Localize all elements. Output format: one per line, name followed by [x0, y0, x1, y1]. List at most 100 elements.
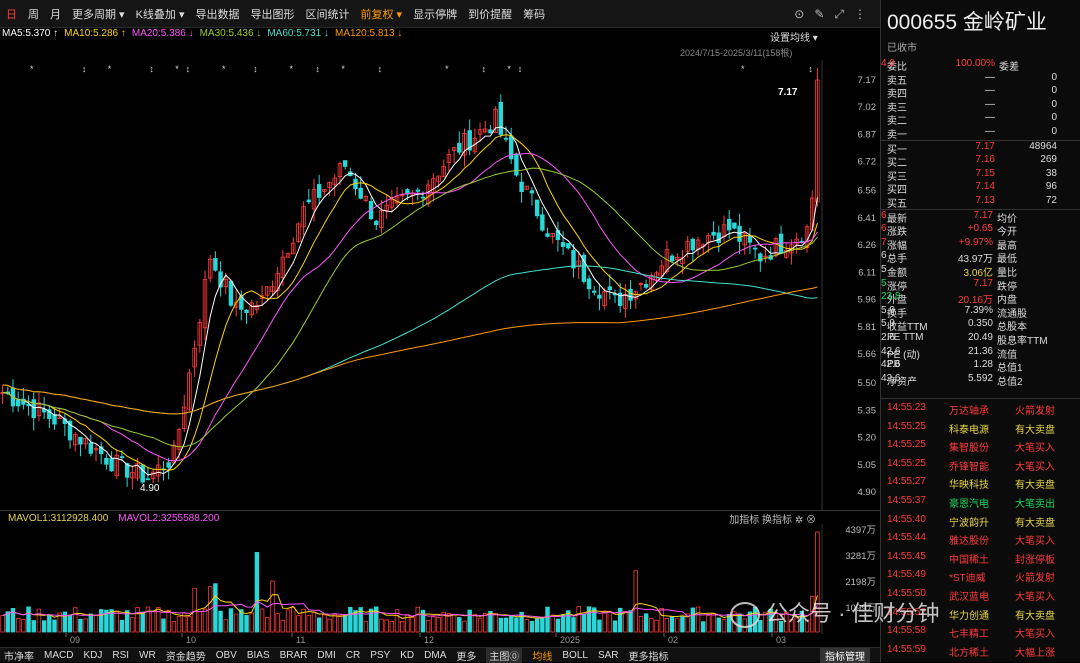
indicator-tab-19[interactable]: 更多指标: [628, 651, 669, 663]
volume-bar: [213, 583, 218, 633]
toolbar-item-1[interactable]: 周: [28, 8, 39, 21]
indicator-tab-13[interactable]: DMA: [424, 649, 447, 661]
toolbar-item-7[interactable]: 区间统计: [305, 8, 350, 21]
expand-icon[interactable]: ⤢: [834, 7, 844, 21]
ticker-row[interactable]: 14:55:49 *ST迪威 火箭发射: [881, 569, 1080, 584]
indicator-tab-18[interactable]: SAR: [597, 649, 619, 661]
toolbar-item-10[interactable]: 到价提醒: [468, 8, 513, 21]
indicator-tab-6[interactable]: OBV: [215, 649, 237, 661]
volume-bar: [706, 615, 711, 633]
candle-body: [156, 464, 161, 477]
set-ma-button[interactable]: 设置均线 ▾: [770, 33, 818, 44]
toolbar-item-0[interactable]: 日: [6, 8, 17, 21]
price-tick: 5.35: [858, 405, 877, 416]
sell-price: —: [985, 98, 995, 110]
candle-body: [244, 309, 249, 314]
chevron-down-circle-icon[interactable]: ⊙: [794, 7, 805, 21]
ma-line-30: [2, 167, 818, 448]
ticker-row[interactable]: 14:55:50 武汉蓝电 大笔买入: [881, 588, 1080, 603]
volume-bar: [586, 606, 592, 633]
ticker-row[interactable]: 14:55:25 乔锋智能 大笔买入: [881, 458, 1080, 473]
indicator-tab-16[interactable]: 均线: [532, 651, 553, 663]
candle-body: [685, 240, 690, 252]
ticker-row[interactable]: 14:55:52 华力创通 有大卖盘: [881, 607, 1080, 622]
volume-bar: [514, 617, 519, 633]
swap-indicator-button[interactable]: 换指标: [762, 515, 793, 526]
volume-chart[interactable]: 4397万 3281万 2198万 1099万: [0, 524, 880, 634]
indicator-tab-2[interactable]: KDJ: [83, 649, 103, 661]
volume-bar: [617, 607, 623, 633]
volume-bar: [207, 586, 213, 633]
volume-bar: [337, 615, 343, 633]
quote-label-2: 总值2: [997, 376, 1023, 388]
quote-value-2: 5.9: [881, 318, 895, 330]
quote-value: 7.17: [973, 277, 993, 289]
ticker-row[interactable]: 14:55:40 宁波韵升 有大卖盘: [881, 514, 1080, 529]
toolbar-item-3[interactable]: 更多周期 ▾: [72, 8, 125, 21]
indicator-tab-10[interactable]: CR: [345, 649, 361, 661]
volume-bar: [316, 617, 322, 633]
indicator-tab-14[interactable]: 更多: [456, 651, 477, 663]
indicator-tab-3[interactable]: RSI: [112, 649, 130, 661]
indicator-tab-5[interactable]: 资金趋势: [165, 651, 206, 663]
add-indicator-button[interactable]: 加指标: [729, 515, 760, 526]
indicator-tab-7[interactable]: BIAS: [246, 649, 270, 661]
event-marker: ↕: [481, 64, 486, 74]
more-icon[interactable]: ⋮: [854, 7, 866, 21]
ticker-time: 14:55:59: [887, 643, 926, 655]
candle-body: [633, 291, 638, 300]
indicator-tab-1[interactable]: MACD: [44, 649, 74, 661]
toolbar-item-5[interactable]: 导出数据: [195, 8, 240, 21]
volume-bar: [602, 610, 607, 633]
indicator-tab-15[interactable]: 主图⓪: [486, 647, 523, 663]
candle-body: [57, 416, 62, 419]
toolbar-item-6[interactable]: 导出图形: [250, 8, 295, 21]
toolbar-item-11[interactable]: 筹码: [523, 8, 546, 21]
ticker-row[interactable]: 14:55:25 集智股份 大笔买入: [881, 439, 1080, 454]
indicator-tab-17[interactable]: BOLL: [562, 649, 588, 661]
indicator-tab-11[interactable]: PSY: [370, 649, 391, 661]
ticker-row[interactable]: 14:55:37 豪恩汽电 大笔卖出: [881, 495, 1080, 510]
toolbar-item-9[interactable]: 显示停牌: [413, 8, 458, 21]
event-marker: ↕: [186, 64, 191, 74]
ticker-stock-name: 武汉蓝电: [949, 592, 989, 603]
volume-bar: [654, 619, 659, 633]
candle-body: [301, 206, 306, 228]
candle-body: [374, 220, 379, 226]
sell-row-4: 卖一 — 0: [881, 126, 1080, 141]
price-tick: 5.81: [858, 322, 877, 333]
ticker-row[interactable]: 14:55:59 北方稀土 大幅上涨: [881, 643, 1080, 659]
quote-label: 最新: [887, 213, 907, 225]
ticker-row[interactable]: 14:55:44 雅达股份 大笔买入: [881, 532, 1080, 547]
ticker-row[interactable]: 14:55:25 科泰电源 有大卖盘: [881, 421, 1080, 436]
gear-icon[interactable]: ✲: [794, 515, 804, 526]
pen-icon[interactable]: ✎: [814, 7, 825, 21]
toolbar-item-4[interactable]: K线叠加 ▾: [135, 8, 185, 21]
close-icon[interactable]: ⊗: [806, 515, 816, 526]
indicator-tab-4[interactable]: WR: [139, 649, 156, 661]
candle-body: [363, 195, 369, 201]
candle-body: [275, 273, 280, 291]
indicator-manager-button[interactable]: 指标管理: [820, 648, 870, 663]
volume-bar: [348, 606, 353, 633]
ticker-row[interactable]: 14:55:58 七丰精工 大笔买入: [881, 625, 1080, 640]
toolbar-item-8[interactable]: 前复权 ▾: [360, 8, 403, 21]
volume-bar: [399, 621, 405, 633]
ticker-row[interactable]: 14:55:23 万达轴承 火箭发射: [881, 402, 1080, 417]
candle-body: [202, 279, 208, 329]
indicator-tab-9[interactable]: DMI: [317, 649, 336, 661]
candle-body: [311, 189, 317, 210]
quote-value: 20.49: [967, 332, 993, 343]
quote-label-2: 跌停: [997, 281, 1017, 293]
indicator-tab-8[interactable]: BRAR: [279, 649, 308, 661]
toolbar-item-2[interactable]: 月: [50, 8, 61, 21]
candlestick-chart[interactable]: 7.17 7.02 6.87 6.72 6.56 6.41 6.26 6.11 5.96 5.81…: [0, 60, 880, 510]
indicator-tab-12[interactable]: KD: [400, 649, 415, 661]
volume-bar: [187, 616, 192, 633]
volume-bar: [690, 607, 696, 633]
volume-bar: [784, 612, 789, 633]
volume-bar: [462, 620, 467, 633]
ticker-row[interactable]: 14:55:45 中国稀土 封涨停板: [881, 551, 1080, 566]
indicator-tab-0[interactable]: 市净率: [4, 651, 34, 663]
ticker-row[interactable]: 14:55:27 华映科技 有大卖盘: [881, 476, 1080, 491]
